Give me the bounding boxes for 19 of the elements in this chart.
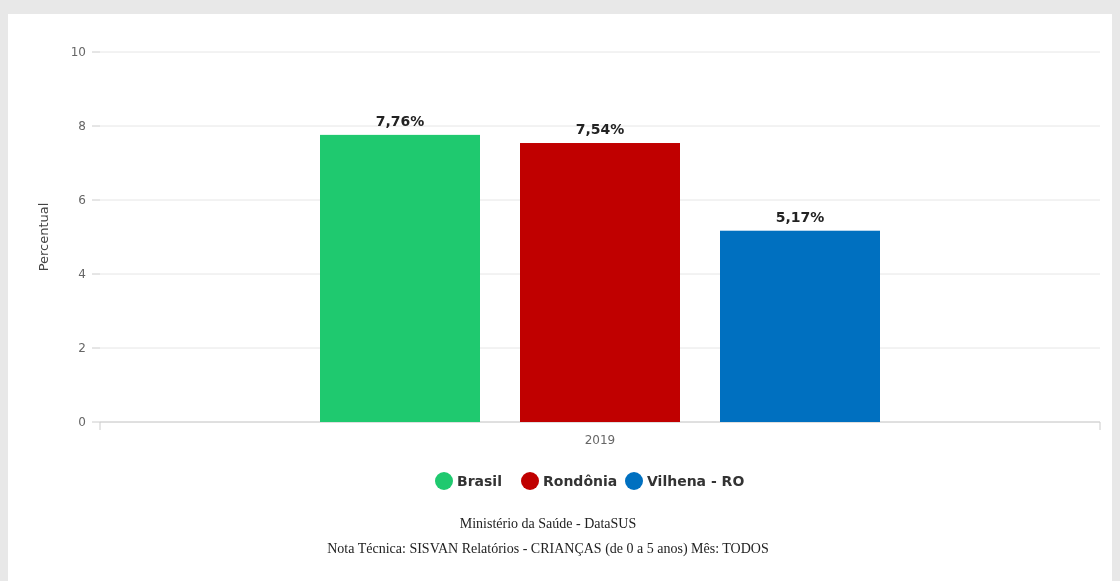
y-tick-label: 0 [78,415,86,429]
y-axis-title: Percentual [36,202,51,272]
legend-label: Rondônia [543,473,618,489]
y-tick-label: 4 [78,267,86,281]
x-tick-label: 2019 [584,433,616,447]
bar [520,143,680,422]
bar [720,230,880,422]
data-label: 7,76% [375,112,425,129]
legend-label: Vilhena - RO [647,473,745,489]
y-tick-label: 8 [78,119,86,133]
text: Nota Técnica: SISVAN Relatórios - CRIANÇAS (de 0 a 5 anos) Mês: TODOS [327,541,769,557]
y-tick-label: 6 [78,193,86,207]
text: Ministério da Saúde - DataSUS [459,516,637,531]
y-tick-label: 10 [70,45,86,59]
legend-label: Brasil [457,473,502,489]
bar [320,134,480,422]
data-label: 7,54% [575,121,625,138]
data-label: 5,17% [775,208,825,225]
y-tick-label: 2 [78,341,86,355]
